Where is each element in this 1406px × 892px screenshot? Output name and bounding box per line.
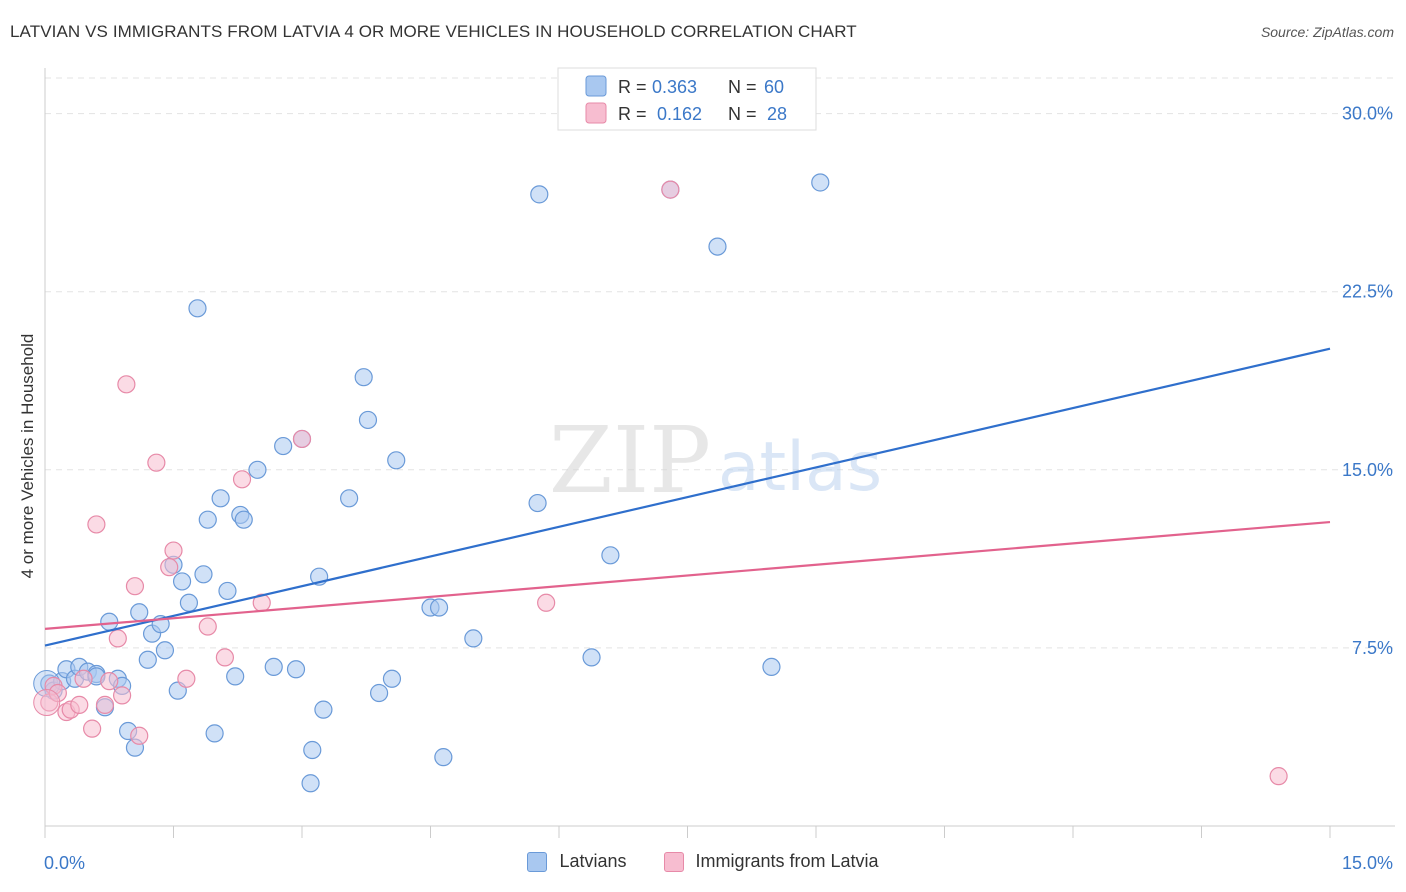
- latvians-point: [138, 650, 157, 669]
- latvians-point: [708, 237, 727, 256]
- immigrants-point: [661, 180, 680, 199]
- x-tick-label-min: 0.0%: [44, 853, 85, 873]
- latvians-point: [179, 593, 199, 612]
- top-legend: R = 0.363 N = 60 R = 0.162 N = 28: [557, 67, 817, 131]
- watermark-atlas: atlas: [718, 428, 882, 507]
- legend-r-label: R =: [618, 77, 647, 97]
- trend-lines: [44, 347, 1331, 647]
- immigrants-point: [74, 669, 93, 688]
- latvians-point: [530, 185, 549, 204]
- latvians-point: [582, 648, 601, 667]
- source-label: Source: ZipAtlas.com: [1260, 24, 1394, 40]
- immigrants-point: [117, 375, 136, 394]
- latvians-point: [354, 368, 373, 387]
- latvians-point: [226, 667, 245, 686]
- immigrants-point: [87, 515, 106, 534]
- chart-title: LATVIAN VS IMMIGRANTS FROM LATVIA 4 OR M…: [10, 22, 857, 41]
- immigrants-point: [108, 629, 127, 648]
- latvians-point: [211, 489, 230, 508]
- y-tick-label: 7.5%: [1352, 638, 1393, 658]
- immigrants-point: [177, 669, 196, 688]
- latvians-point: [194, 565, 213, 584]
- legend-n-label: N =: [728, 77, 757, 97]
- legend-n-label: N =: [728, 104, 757, 124]
- latvians-point: [358, 410, 378, 430]
- latvians-point: [811, 173, 830, 192]
- immigrants-point: [164, 541, 183, 560]
- latvians-point: [264, 657, 283, 677]
- gridlines: [45, 77, 1395, 649]
- latvians-point: [188, 299, 207, 318]
- latvians-point: [172, 572, 192, 591]
- legend-r-label: R =: [618, 104, 647, 124]
- immigrants-point: [33, 689, 61, 717]
- immigrants-point: [95, 695, 115, 714]
- legend-n-value: 28: [767, 104, 787, 124]
- legend-swatch-latvians: [585, 75, 607, 97]
- latvians-point: [601, 546, 620, 565]
- legend-item-immigrants: Immigrants from Latvia: [663, 851, 879, 872]
- latvians-point: [434, 748, 453, 767]
- latvians-point: [429, 598, 449, 617]
- y-tick-label: 15.0%: [1342, 460, 1393, 480]
- immigrants-point: [198, 617, 217, 636]
- immigrants-point: [100, 672, 119, 691]
- latvians-point: [130, 603, 149, 622]
- immigrants-point: [147, 453, 166, 472]
- latvians-point: [528, 493, 547, 513]
- latvians-point: [234, 510, 253, 529]
- immigrants-point: [125, 577, 145, 596]
- tick-labels: 7.5% 15.0% 22.5% 30.0% 0.0% 15.0%: [44, 104, 1393, 873]
- y-tick-label: 30.0%: [1342, 104, 1393, 124]
- legend-item-latvians: Latvians: [527, 851, 626, 872]
- latvians-point: [387, 451, 406, 470]
- watermark-zip: ZIP: [549, 407, 711, 514]
- latvians-point: [205, 724, 224, 743]
- latvians-point: [762, 657, 781, 677]
- x-tick-label-max: 15.0%: [1342, 853, 1393, 873]
- immigrants-point: [292, 429, 312, 449]
- legend-swatch-immigrants: [585, 102, 607, 124]
- latvians-point: [314, 700, 333, 719]
- legend-r-value: 0.363: [652, 77, 697, 97]
- latvians-point: [100, 612, 119, 631]
- immigrants-point: [112, 686, 132, 705]
- legend-swatch-immigrants: [663, 851, 684, 872]
- immigrants-points: [33, 180, 1288, 786]
- watermark: ZIP atlas: [549, 407, 882, 514]
- immigrants-trend-line: [44, 520, 1331, 631]
- immigrants-point: [537, 593, 556, 612]
- latvians-point: [303, 740, 322, 760]
- immigrants-point: [232, 470, 252, 489]
- latvians-point: [198, 510, 217, 529]
- latvians-point: [301, 774, 320, 793]
- immigrants-point: [1269, 767, 1288, 786]
- legend-label-latvians: Latvians: [559, 851, 627, 871]
- latvians-point: [286, 660, 306, 679]
- latvians-point: [248, 460, 267, 479]
- legend-n-value: 60: [764, 77, 784, 97]
- y-tick-label: 22.5%: [1342, 282, 1393, 302]
- latvians-point: [370, 683, 389, 703]
- immigrants-point: [160, 558, 179, 577]
- latvians-point: [382, 669, 402, 688]
- latvians-point: [218, 581, 237, 601]
- latvians-point: [340, 489, 359, 508]
- latvians-trend-line: [44, 347, 1331, 647]
- immigrants-point: [70, 695, 89, 714]
- latvians-point: [155, 641, 175, 660]
- legend-swatch-latvians: [527, 851, 548, 872]
- bottom-legend: Latvians Immigrants from Latvia: [0, 851, 1406, 877]
- immigrants-point: [48, 683, 67, 703]
- immigrants-point: [83, 719, 102, 738]
- legend-label-immigrants: Immigrants from Latvia: [695, 851, 879, 871]
- immigrants-point: [215, 648, 234, 667]
- immigrants-point: [130, 726, 149, 745]
- latvians-point: [464, 629, 483, 648]
- legend-r-value: 0.162: [657, 104, 702, 124]
- latvians-point: [274, 436, 293, 456]
